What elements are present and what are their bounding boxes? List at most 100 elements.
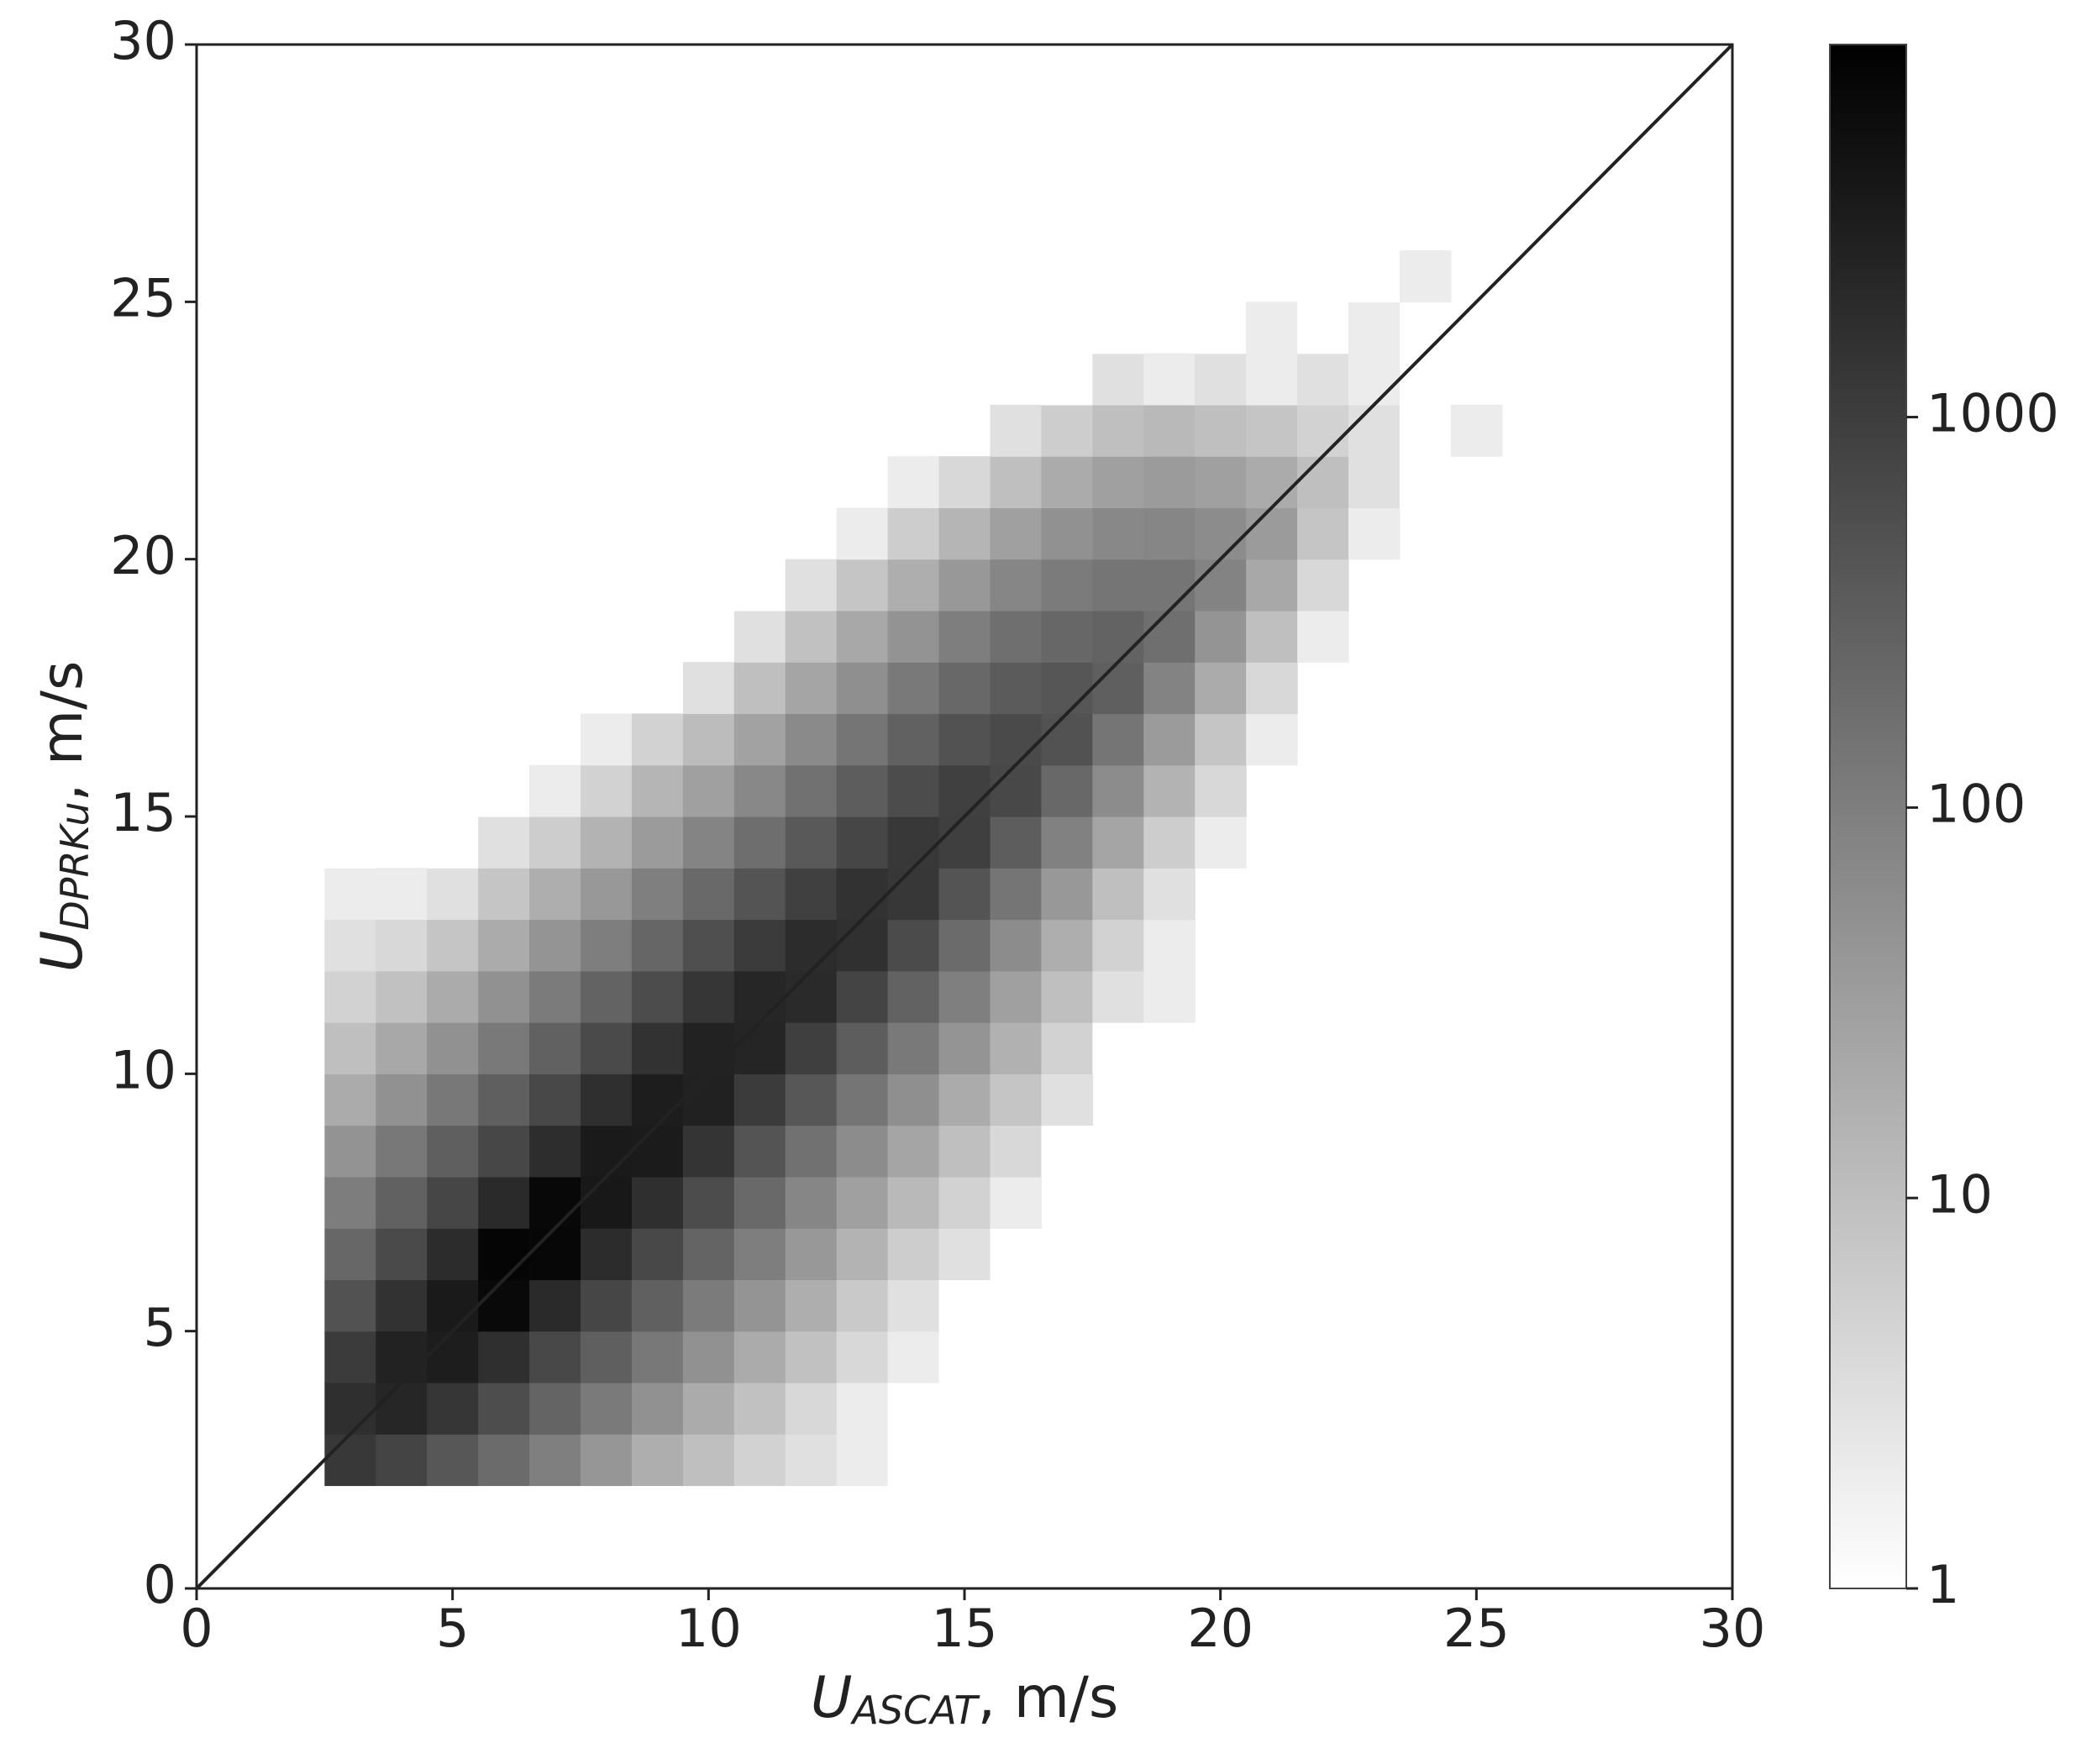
bin-cell [887,456,940,508]
bin-cell [427,1382,479,1435]
bin-cell [733,1279,786,1332]
bin-cell [1450,404,1503,457]
bin-cell [836,1228,889,1280]
bin-cell [631,816,684,869]
bin-cell [324,1125,376,1178]
bin-cell [938,970,991,1023]
bin-cell [938,713,991,766]
colorbar [1829,44,1907,1589]
bin-cell [733,713,786,766]
bin-cell [1143,610,1196,663]
bin-cell [990,1125,1042,1178]
bin-cell [785,1434,838,1487]
bin-cell [836,1074,889,1126]
bin-cell [581,713,633,766]
bin-cell [1092,559,1144,612]
bin-cell [887,1331,940,1383]
bin-cell [1195,816,1247,869]
bin-cell [682,713,735,766]
bin-cell [631,1434,684,1487]
bin-cell [1092,302,1144,354]
x-tick-label: 30 [1700,1598,1766,1659]
bin-cell [836,1434,889,1487]
bin-cell [990,507,1042,560]
bin-cell [324,1331,376,1383]
bin-cell [324,970,376,1023]
x-tick-label: 15 [932,1598,998,1659]
bin-cell [990,1279,1042,1332]
bin-cell [1297,302,1349,354]
bin-cell [478,764,530,817]
x-label-main: U [811,1665,853,1731]
bin-cell [376,1125,428,1178]
bin-cell [682,662,735,715]
bin-cell [785,1176,838,1229]
bin-cell [529,919,581,972]
bin-cell [1143,713,1196,766]
x-axis-label: UASCAT, m/s [811,1665,1119,1733]
bin-cell [682,970,735,1023]
bin-cell [938,610,991,663]
bin-cell [376,868,428,921]
bin-cell [785,559,838,612]
bin-cell [427,1125,479,1178]
bin-cell [990,1022,1042,1074]
bin-cell [478,919,530,972]
bin-cell [990,610,1042,663]
bin-cell [733,970,786,1023]
bin-cell [631,1125,684,1178]
bin-cell [938,662,991,715]
bin-cell [1041,1125,1093,1178]
bin-cell [733,1382,786,1435]
bin-cell [1246,559,1298,612]
bin-cell [785,764,838,817]
bin-cell [785,1228,838,1280]
bin-cell [938,1074,991,1126]
y-tick-label: 0 [144,1554,176,1615]
bin-cell [1041,816,1093,869]
bin-cell [1041,713,1093,766]
bin-cell [938,1382,991,1435]
bin-cell [1092,970,1144,1023]
bin-cell [1041,353,1093,406]
bin-cell [990,1074,1042,1126]
bin-cell [682,816,735,869]
y-tick-label: 15 [110,782,176,843]
bin-cell [631,919,684,972]
bin-cell [1297,250,1349,302]
bin-cell [1348,353,1401,406]
bin-cell [785,1125,838,1178]
bin-cell [990,1228,1042,1280]
bin-cell [529,1331,581,1383]
bin-cell [427,919,479,972]
bin-cell [990,970,1042,1023]
bin-cell [990,559,1042,612]
bin-cell [733,610,786,663]
bin-cell [836,713,889,766]
y-tick-label: 5 [144,1297,176,1358]
diagonal-line [195,43,1734,1590]
bin-cell [1041,764,1093,817]
bin-cell [1143,353,1196,406]
x-tick-label: 5 [436,1598,469,1659]
bin-cell [1246,713,1298,766]
bin-cell [887,1022,940,1074]
bin-cell [427,1331,479,1383]
bin-cell [529,1228,581,1280]
bin-cell [1092,1022,1144,1074]
bin-cell [631,868,684,921]
bin-cell [376,1331,428,1383]
bin-cell [733,1176,786,1229]
bin-cell [376,1382,428,1435]
bin-cell [887,1074,940,1126]
x-tick-label: 10 [675,1598,742,1659]
bin-cell [1246,662,1298,715]
bin-cell [324,1382,376,1435]
bin-cell [887,1279,940,1332]
bin-cell [324,1279,376,1332]
bin-cell [682,1074,735,1126]
bin-cell [581,1022,633,1074]
bin-cell [1092,764,1144,817]
bin-cell [581,970,633,1023]
x-tick-label: 25 [1443,1598,1510,1659]
